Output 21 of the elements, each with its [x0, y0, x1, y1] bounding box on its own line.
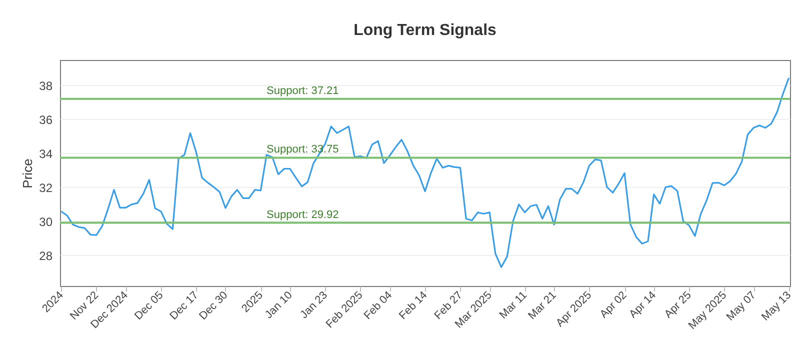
y-tick-label: 34	[39, 146, 53, 161]
x-tick-label: Mar 11	[497, 289, 530, 322]
y-tick-label: 38	[39, 78, 53, 93]
x-tick-label: Jan 10	[262, 289, 295, 322]
line-series	[60, 77, 790, 268]
ref-line-label: Support: 37.21	[266, 84, 339, 97]
chart-title: Long Term Signals	[354, 22, 497, 39]
x-tick-label: Feb 14	[397, 289, 430, 322]
x-tick-label: May 13	[760, 289, 794, 324]
x-tick-label: Dec 05	[132, 289, 166, 322]
y-tick-label: 30	[39, 214, 53, 229]
y-tick-label: 28	[39, 248, 53, 263]
x-tick-label: Apr 25	[662, 289, 694, 321]
y-tick-label: 32	[39, 180, 53, 195]
ref-line-label: Support: 29.92	[266, 208, 339, 221]
x-tick-label: Apr 14	[627, 289, 659, 321]
y-tick-label: 36	[39, 112, 53, 127]
x-tick-label: Feb 04	[362, 289, 395, 322]
y-axis-title: Price	[20, 158, 36, 188]
x-tick-label: Apr 02	[598, 289, 630, 321]
x-tick-label: Dec 30	[197, 289, 230, 322]
